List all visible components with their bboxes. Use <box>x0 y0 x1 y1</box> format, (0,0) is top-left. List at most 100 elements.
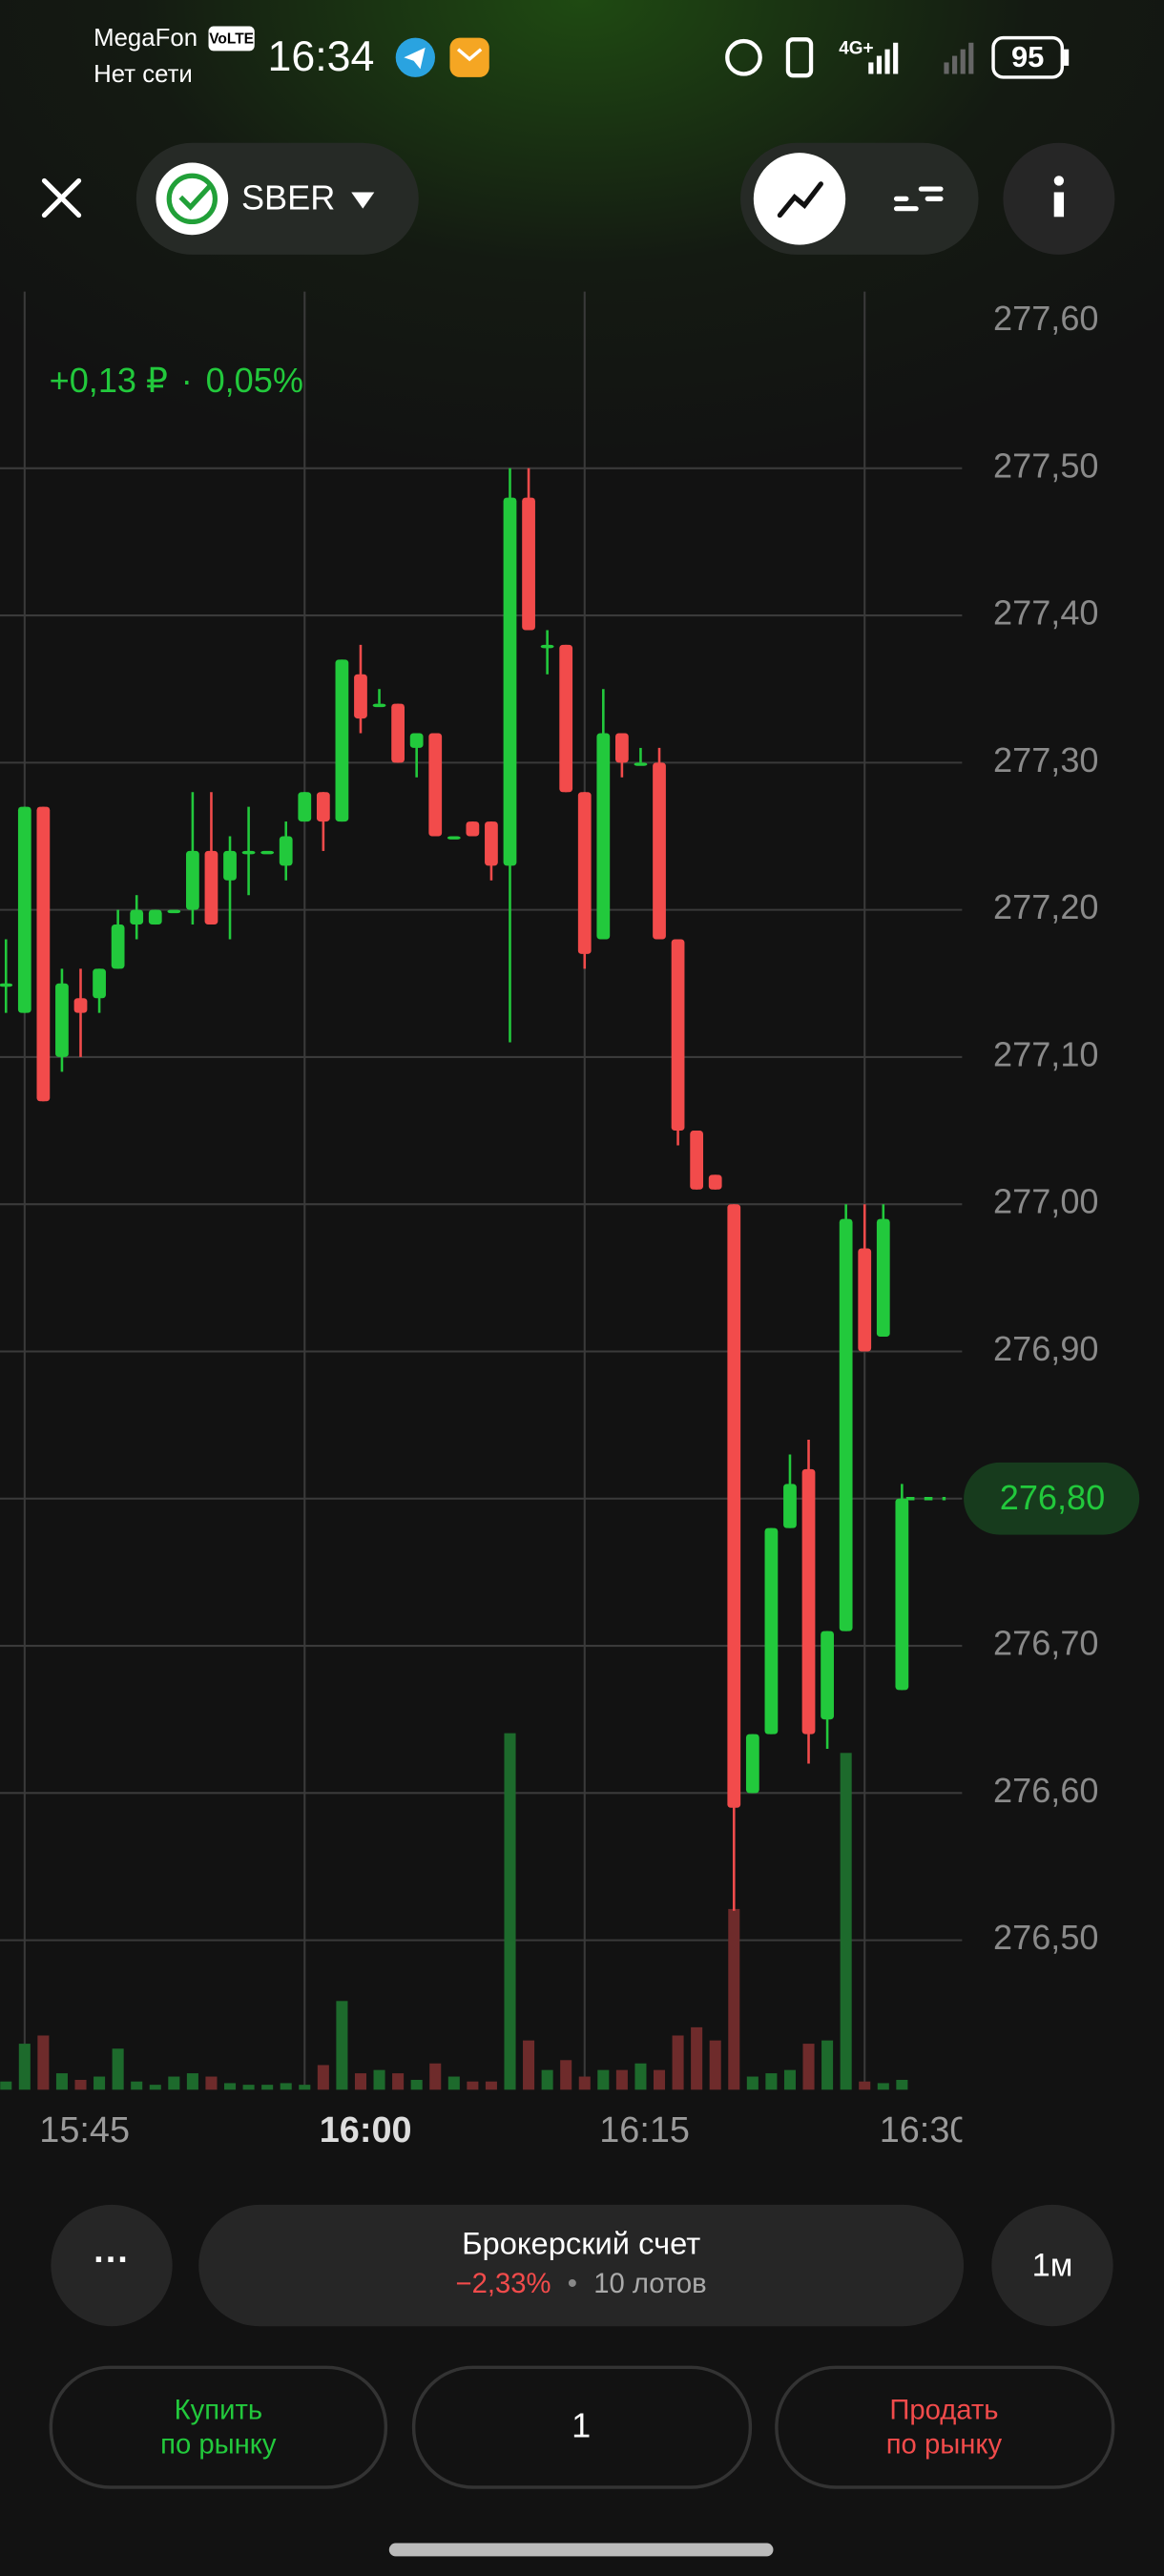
candle-body <box>36 806 51 1102</box>
price-change: +0,13 ₽ · 0,05% <box>50 361 303 400</box>
dropdown-arrow <box>351 192 375 209</box>
candle-body <box>260 850 275 855</box>
ticker: SBER <box>241 178 335 218</box>
volume-bar <box>802 2044 815 2090</box>
candle-body <box>485 821 498 866</box>
candle-body <box>690 1131 704 1190</box>
account-lots: 10 лотов <box>593 2269 707 2299</box>
volume-bar <box>821 2040 834 2090</box>
glow <box>0 0 1164 691</box>
candle-body <box>73 998 88 1013</box>
volume-bar <box>504 1733 516 2090</box>
volume-bar <box>877 2083 889 2090</box>
candle-body <box>167 909 181 914</box>
volume-bar <box>560 2060 572 2090</box>
x-tick-label: 16:30 <box>880 2110 970 2150</box>
battery-tip <box>1064 49 1070 66</box>
volume-bar <box>467 2081 479 2090</box>
volume-bar <box>597 2069 610 2090</box>
interval-button[interactable] <box>991 2204 1113 2327</box>
candle-body <box>876 1218 890 1338</box>
volume-bar <box>653 2069 666 2090</box>
change-separator: · <box>181 361 193 400</box>
account-selector[interactable] <box>198 2204 965 2327</box>
volume-bar <box>149 2085 161 2090</box>
volume-bar <box>728 1908 740 2090</box>
buy-button[interactable] <box>49 2365 388 2489</box>
candle-body <box>391 703 405 763</box>
info-dot <box>1053 176 1065 186</box>
telegram-glyph <box>404 47 426 70</box>
volume-bar <box>783 2069 796 2090</box>
candle-body <box>821 1631 834 1720</box>
candle-body <box>559 644 573 793</box>
signal-type: 4G+ <box>839 39 873 59</box>
candle-body <box>764 1527 779 1735</box>
y-tick-label: 277,20 <box>993 887 1098 926</box>
volume-bar <box>523 2040 535 2090</box>
close-button[interactable] <box>41 177 82 218</box>
y-tick-label: 276,70 <box>993 1624 1098 1663</box>
y-tick-label: 277,50 <box>993 446 1098 485</box>
candle-body <box>372 703 386 708</box>
line-chart-icon <box>777 181 823 218</box>
candle-body <box>540 644 554 649</box>
quantity-input[interactable] <box>411 2365 753 2489</box>
network: Нет сети <box>94 61 193 88</box>
grid <box>0 291 963 2088</box>
candle-body <box>17 806 31 1013</box>
volume-bar <box>691 2026 703 2090</box>
candle-body <box>409 733 424 748</box>
candle-body <box>130 909 144 925</box>
current-price-tag <box>964 1462 1140 1535</box>
candle-body <box>298 792 312 822</box>
sell-button[interactable] <box>775 2365 1115 2489</box>
candle-body <box>447 836 461 840</box>
candle-body <box>783 1484 797 1528</box>
candle-chart-button[interactable] <box>893 186 944 212</box>
home-indicator <box>388 2543 774 2557</box>
sell-label-2: по рынку <box>886 2430 1003 2461</box>
volte: VoLTE <box>209 31 254 47</box>
volume-bar <box>410 2079 423 2090</box>
quantity: 1 <box>572 2406 591 2445</box>
more-button[interactable] <box>51 2204 173 2327</box>
y-tick-label: 277,60 <box>993 299 1098 338</box>
volume-bar <box>336 2001 348 2090</box>
volume-bar <box>37 2035 50 2090</box>
volume-bar <box>373 2069 385 2090</box>
volume-bar <box>896 2079 908 2090</box>
volume-bar <box>74 2079 87 2090</box>
account-dot: • <box>568 2269 577 2299</box>
volume-bar <box>634 2063 647 2090</box>
interval-label: 1м <box>1032 2247 1073 2283</box>
volume-bar <box>224 2083 237 2090</box>
battery <box>991 35 1065 79</box>
x-tick-label: 16:00 <box>320 2110 412 2150</box>
buy-label-2: по рынку <box>160 2430 277 2461</box>
candle-body <box>428 733 443 837</box>
volume-bar <box>709 2040 721 2090</box>
volume-bar <box>672 2035 684 2090</box>
x-tick-label: 15:45 <box>39 2110 130 2150</box>
volume-bar <box>578 2076 591 2090</box>
current-price-label: 276,80 <box>1000 1478 1105 1517</box>
candle-body <box>186 850 199 910</box>
volume-bar <box>447 2076 460 2090</box>
candle-body <box>93 968 106 999</box>
volume-bar <box>280 2083 292 2090</box>
volume-bar <box>112 2048 124 2090</box>
account-change: −2,33% <box>456 2269 551 2299</box>
volume-bar <box>485 2081 497 2090</box>
account-info: −2,33% • 10 лотов <box>456 2269 707 2299</box>
signal-bars <box>868 42 974 74</box>
volume-bar <box>615 2069 628 2090</box>
y-tick-label: 277,10 <box>993 1034 1098 1073</box>
candle-body <box>466 821 480 837</box>
volume-bar <box>94 2076 106 2090</box>
candle-body <box>858 1248 872 1352</box>
volume-bar <box>242 2085 255 2090</box>
